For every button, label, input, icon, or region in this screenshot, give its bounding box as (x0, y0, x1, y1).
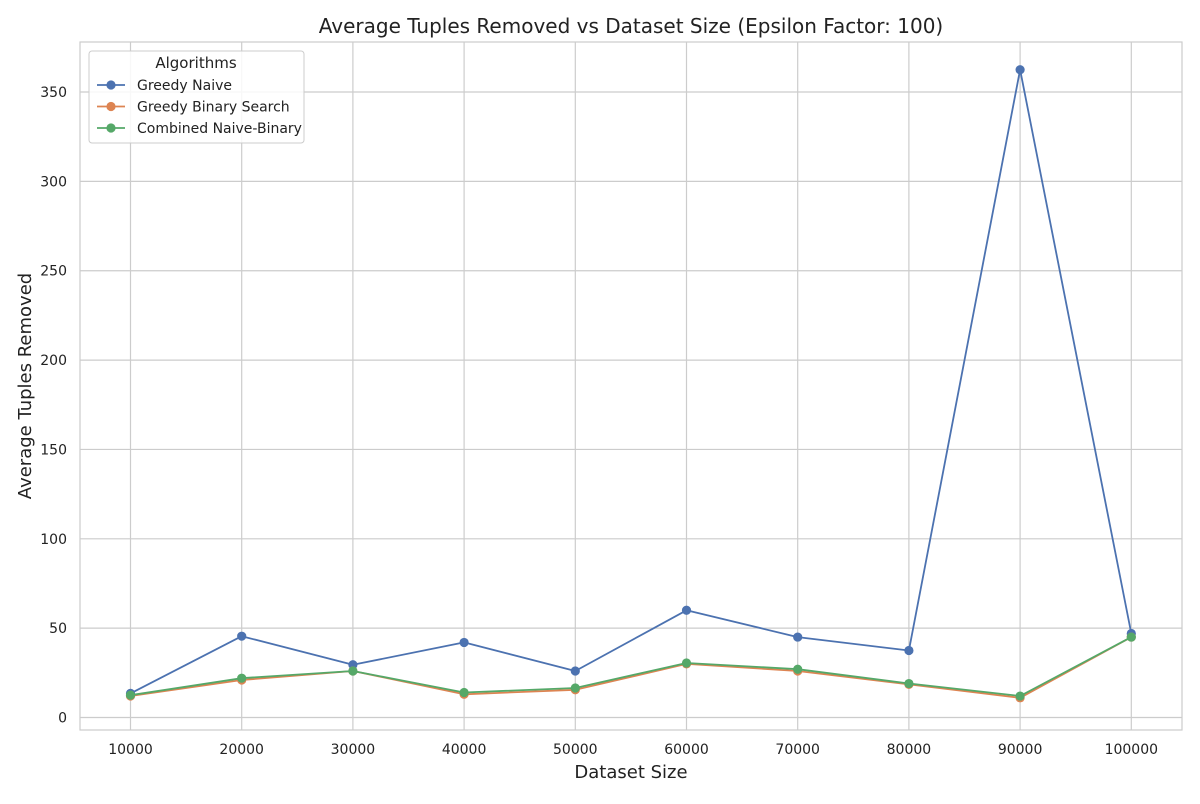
series-line (130, 68, 1133, 695)
data-point (793, 664, 803, 674)
x-tick-label: 30000 (331, 742, 376, 758)
y-tick-label: 350 (40, 85, 67, 101)
legend: Algorithms Greedy Naive Greedy Binary Sea… (88, 50, 305, 144)
x-axis-label: Dataset Size (574, 762, 687, 783)
data-point (904, 678, 914, 689)
legend-title: Algorithms (155, 54, 236, 72)
data-point (681, 658, 692, 668)
y-tick-label: 300 (40, 174, 67, 190)
x-tick-label: 80000 (887, 742, 932, 758)
legend-items: Greedy Naive Greedy Binary Search Combined… (97, 78, 302, 137)
data-point (459, 687, 469, 698)
data-point (793, 632, 803, 642)
legend-label: Combined Naive-Binary (137, 121, 302, 137)
legend-label: Greedy Binary Search (137, 100, 290, 116)
data-point (237, 673, 247, 683)
y-tick-label: 100 (40, 532, 67, 548)
series (125, 65, 1136, 703)
y-tick-label: 150 (40, 442, 67, 458)
data-point (570, 666, 580, 676)
x-tick-label: 90000 (998, 742, 1043, 758)
data-point (237, 631, 247, 641)
x-tick-label: 70000 (775, 742, 820, 758)
grid (80, 42, 1182, 730)
plot-frame (79, 41, 1183, 731)
data-point (348, 666, 358, 676)
data-point (1015, 691, 1025, 701)
x-tick-label: 50000 (553, 742, 598, 758)
x-tick-label: 10000 (108, 742, 153, 758)
chart-title: Average Tuples Removed vs Dataset Size (… (319, 14, 943, 38)
tick-labels: 10000 20000 30000 40000 50000 60000 70000 80000… (40, 85, 1158, 758)
data-point (1126, 632, 1136, 642)
data-point (459, 637, 469, 648)
series-3 (125, 632, 1136, 701)
legend-marker (106, 80, 116, 90)
x-tick-label: 20000 (219, 742, 264, 758)
data-point (570, 683, 580, 693)
y-tick-label: 50 (49, 621, 67, 637)
legend-box (88, 50, 305, 144)
legend-marker (106, 101, 116, 112)
data-point (681, 605, 692, 615)
legend-marker (106, 123, 116, 133)
y-tick-label: 0 (58, 710, 67, 726)
y-tick-label: 200 (40, 353, 67, 369)
series-line (130, 636, 1132, 697)
y-axis-label: Average Tuples Removed (15, 273, 36, 499)
x-tick-label: 40000 (442, 742, 487, 758)
data-point (125, 690, 136, 700)
y-tick-label: 250 (40, 264, 67, 280)
x-tick-label: 60000 (664, 742, 709, 758)
data-point (1015, 65, 1025, 75)
x-tick-label: 100000 (1105, 742, 1158, 758)
plot-background (80, 42, 1182, 730)
legend-label: Greedy Naive (137, 78, 232, 94)
data-point (904, 645, 914, 656)
